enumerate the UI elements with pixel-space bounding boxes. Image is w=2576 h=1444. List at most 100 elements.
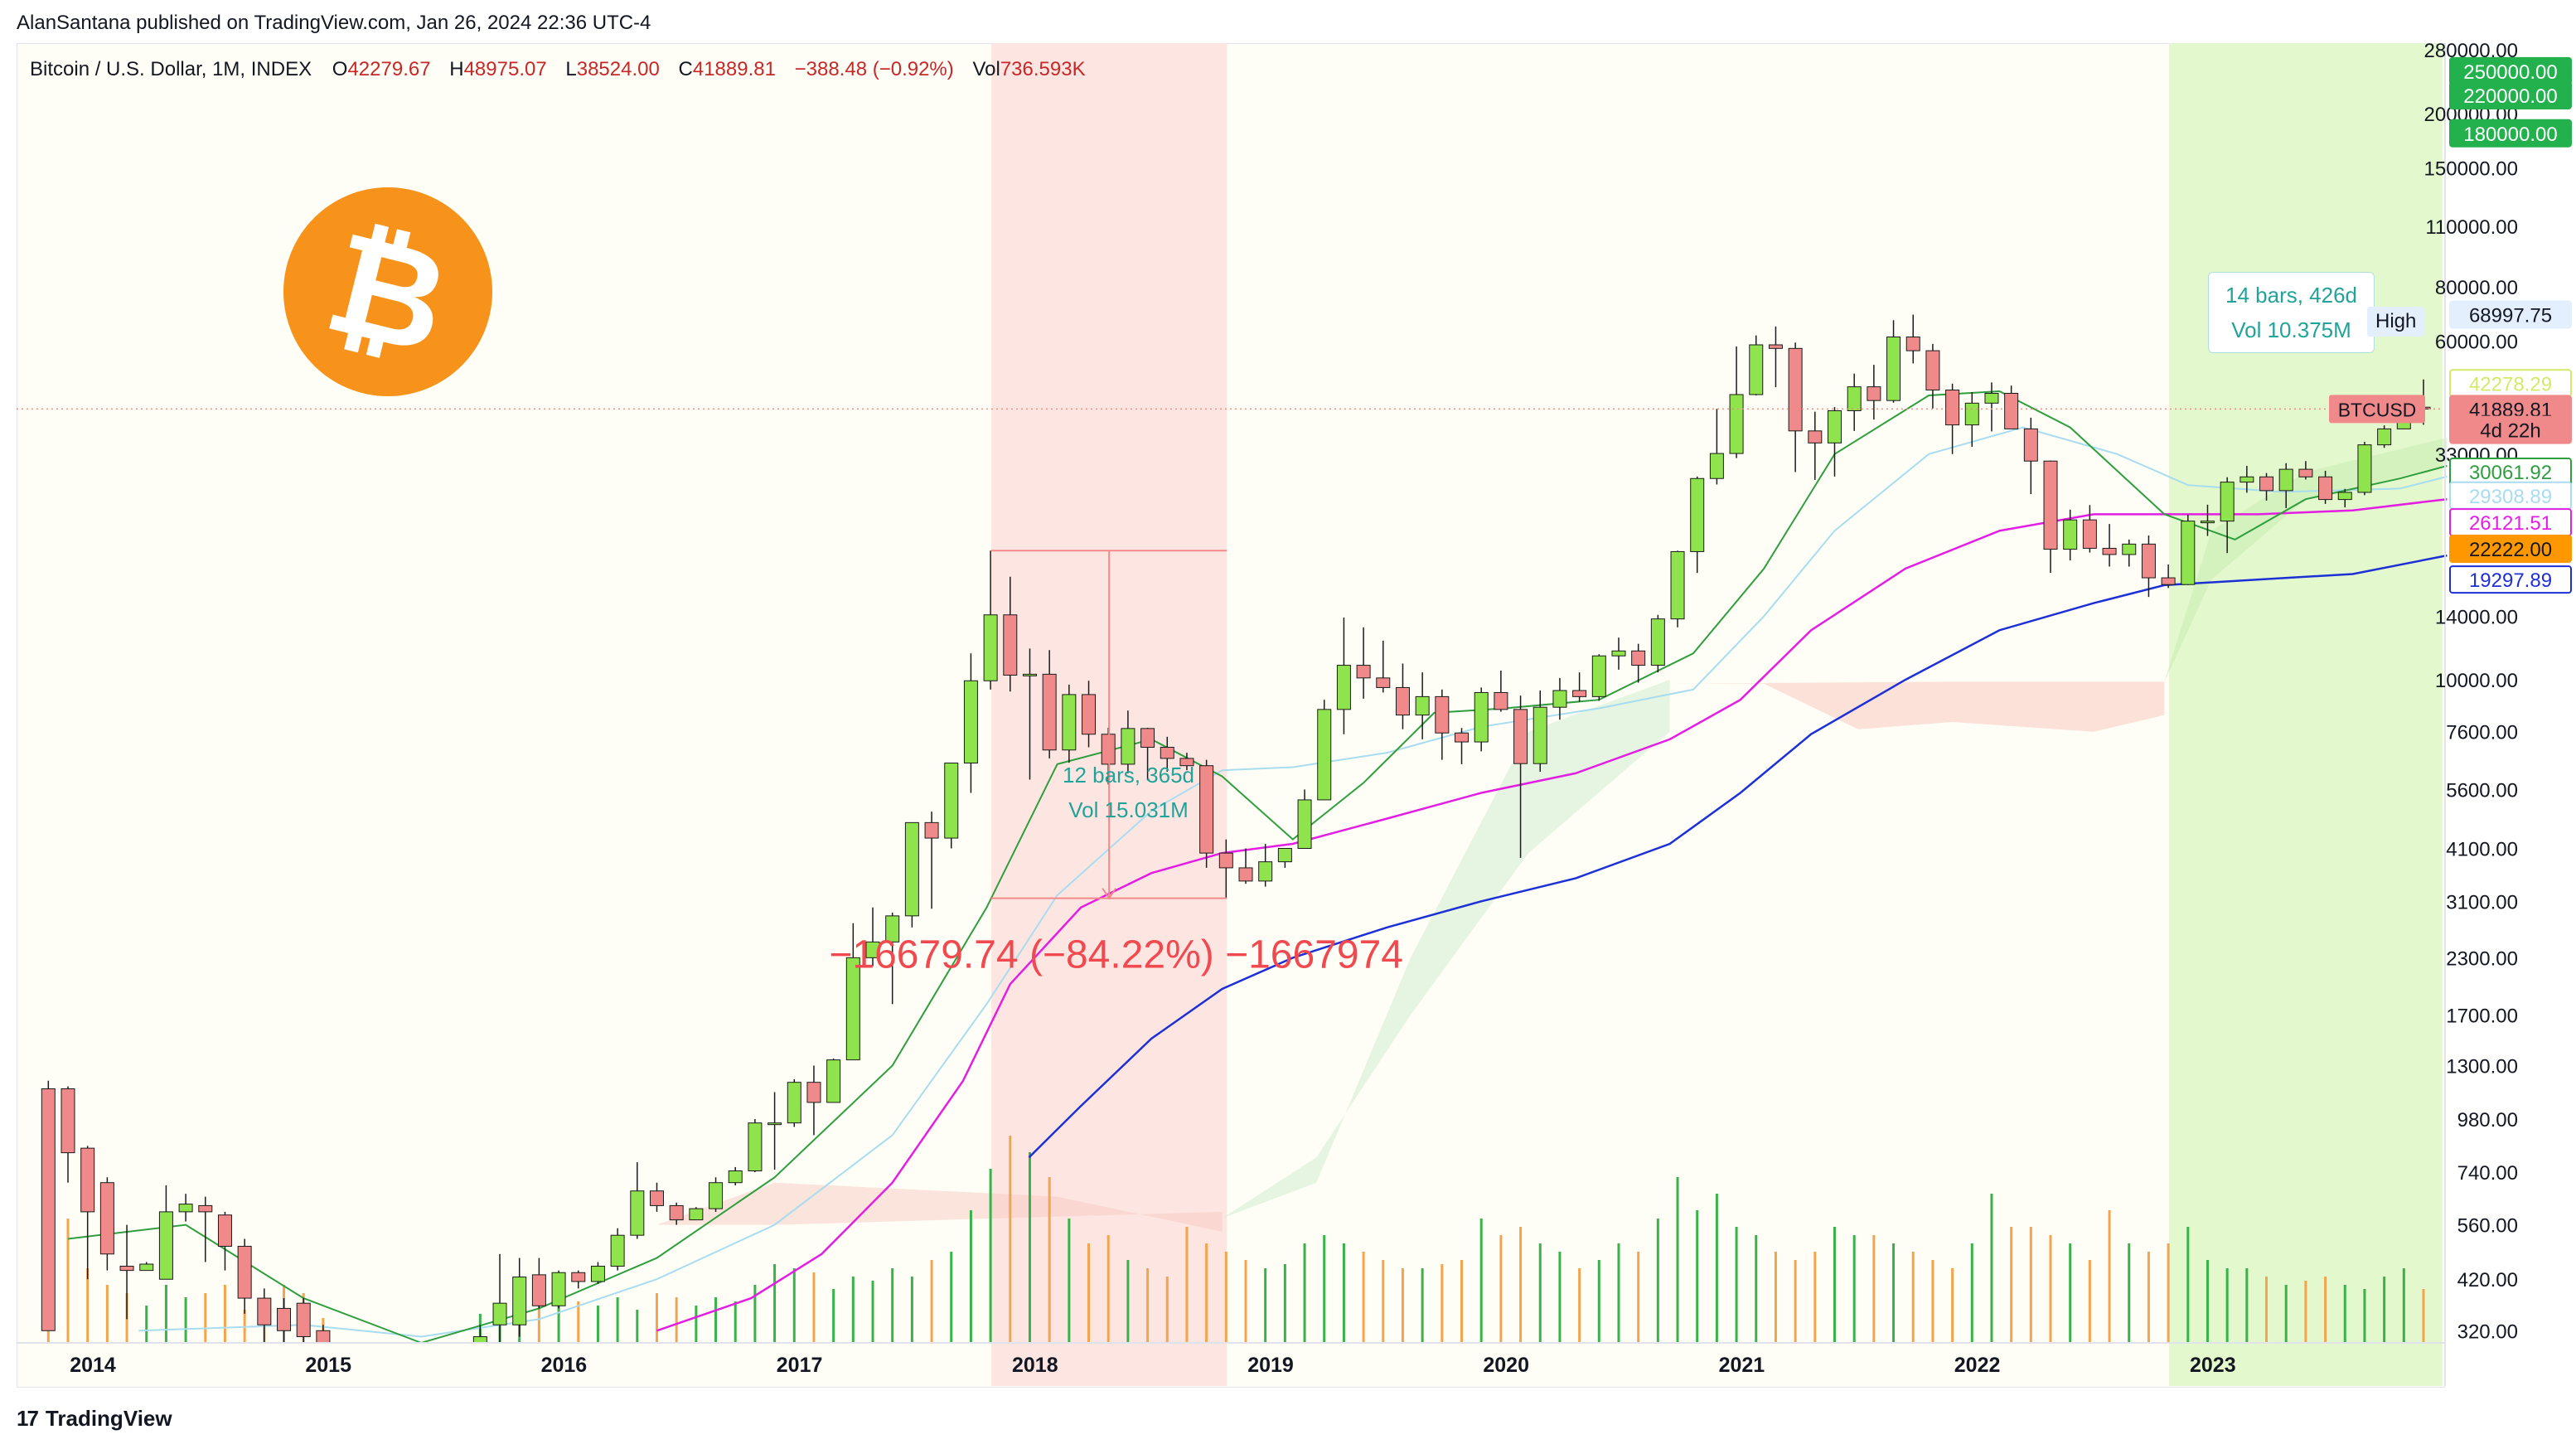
price-axis-label-text: 250000.00 <box>2463 61 2557 84</box>
candle-body <box>237 1245 252 1299</box>
candle <box>1238 848 1253 884</box>
candle-body <box>845 957 860 1061</box>
candle-body <box>865 941 880 958</box>
candle <box>1121 710 1135 773</box>
candle-body <box>1886 337 1901 401</box>
candle-body <box>1533 706 1547 764</box>
range-measure-box-2018: 12 bars, 365d Vol 15.031M <box>1046 753 1211 832</box>
price-axis-label-bg <box>2449 119 2572 148</box>
candle-body <box>198 1204 213 1213</box>
candle-body <box>944 762 959 839</box>
candle <box>1179 753 1194 771</box>
candle <box>1140 727 1155 781</box>
candle <box>1474 687 1489 752</box>
candle <box>2102 524 2117 567</box>
candle <box>2181 514 2196 585</box>
candle <box>2278 463 2293 508</box>
candle-body <box>630 1190 645 1236</box>
close-label: C <box>678 58 693 80</box>
candle-body <box>1218 852 1233 869</box>
candle <box>2004 385 2019 429</box>
footer-brand[interactable]: 17 TradingView <box>17 1406 172 1432</box>
x-tick-label: 2023 <box>2190 1354 2236 1377</box>
candle-body <box>1945 390 1960 426</box>
candle <box>1749 335 1764 396</box>
candle <box>1867 365 1881 420</box>
candle <box>826 1058 841 1103</box>
candle-body <box>1690 477 1705 552</box>
candle-body <box>1709 453 1724 479</box>
tradingview-logo-icon: 17 <box>17 1406 39 1431</box>
candle-body <box>1984 392 1999 404</box>
candle <box>492 1253 507 1343</box>
candle <box>590 1262 605 1284</box>
candle-body <box>1415 695 1430 716</box>
candle-body <box>1042 673 1057 751</box>
candle <box>2377 425 2392 448</box>
x-tick-label: 2021 <box>1719 1354 1765 1377</box>
candle-body <box>728 1170 743 1184</box>
price-axis-label: 26121.51 <box>2449 508 2572 537</box>
candle-body <box>1572 690 1587 697</box>
candle <box>1395 663 1410 729</box>
candle-body <box>257 1297 272 1325</box>
price-axis-label-bg <box>2449 415 2572 444</box>
candle <box>1886 320 1901 403</box>
y-tick-label: 320.00 <box>2457 1320 2518 1343</box>
candle <box>1709 409 1724 485</box>
candle-body <box>806 1082 821 1103</box>
candle <box>1808 411 1823 480</box>
volume-value: 736.593K <box>1000 58 1086 80</box>
candle-body <box>787 1082 801 1124</box>
price-axis-label-text: 19297.89 <box>2469 569 2552 592</box>
candle <box>1297 789 1312 849</box>
candle <box>1768 326 1783 388</box>
cloud-bearish-2017 <box>656 1182 1223 1232</box>
candle <box>1356 627 1371 699</box>
change-value: −388.48 (−0.92%) <box>794 58 954 80</box>
candle-body <box>2082 519 2097 549</box>
candle <box>80 1146 95 1280</box>
y-tick-label: 150000.00 <box>2424 157 2518 180</box>
candle <box>61 1086 75 1183</box>
candle <box>630 1162 645 1239</box>
candle-body <box>610 1234 625 1267</box>
tradingview-wordmark: TradingView <box>45 1406 172 1431</box>
candle-body <box>1199 765 1214 854</box>
candle-body <box>1238 867 1253 882</box>
candle-body <box>1808 430 1823 443</box>
candle-body <box>512 1277 527 1325</box>
price-axis-label-bg <box>2449 300 2572 329</box>
candle <box>728 1166 743 1186</box>
high-badge: High <box>2367 307 2425 337</box>
price-axis-label: 42278.29 <box>2449 369 2572 398</box>
candle-body <box>1729 394 1744 454</box>
price-axis-label: 4d 22h <box>2449 415 2572 444</box>
candle-body <box>1258 861 1273 882</box>
candle <box>1984 382 1999 432</box>
candle <box>158 1185 173 1280</box>
candle <box>610 1228 625 1271</box>
x-tick-label: 2020 <box>1483 1354 1529 1377</box>
candle <box>1925 343 1940 409</box>
cloud-bullish-2023 <box>2164 437 2448 682</box>
candle <box>1513 695 1528 858</box>
candle <box>1905 314 1920 364</box>
y-tick-label: 14000.00 <box>2435 606 2518 628</box>
x-tick-label: 2018 <box>1012 1354 1058 1377</box>
x-tick-label: 2019 <box>1247 1354 1294 1377</box>
candle <box>1258 844 1273 887</box>
candle-body <box>1455 732 1470 743</box>
candle-body <box>217 1214 232 1247</box>
candle <box>1828 407 1842 477</box>
candle <box>2259 472 2274 501</box>
candle-body <box>1336 665 1351 710</box>
candle-body <box>1611 650 1626 657</box>
candle <box>748 1118 763 1173</box>
range-measure-box-2023: 14 bars, 426d Vol 10.375M <box>2208 272 2375 353</box>
cloud-bullish-2019 <box>1222 680 1670 1219</box>
candle-body <box>2259 476 2274 492</box>
price-axis-label-text: 22222.00 <box>2469 539 2552 561</box>
range-measure-bars: 12 bars, 365d <box>1063 763 1195 787</box>
